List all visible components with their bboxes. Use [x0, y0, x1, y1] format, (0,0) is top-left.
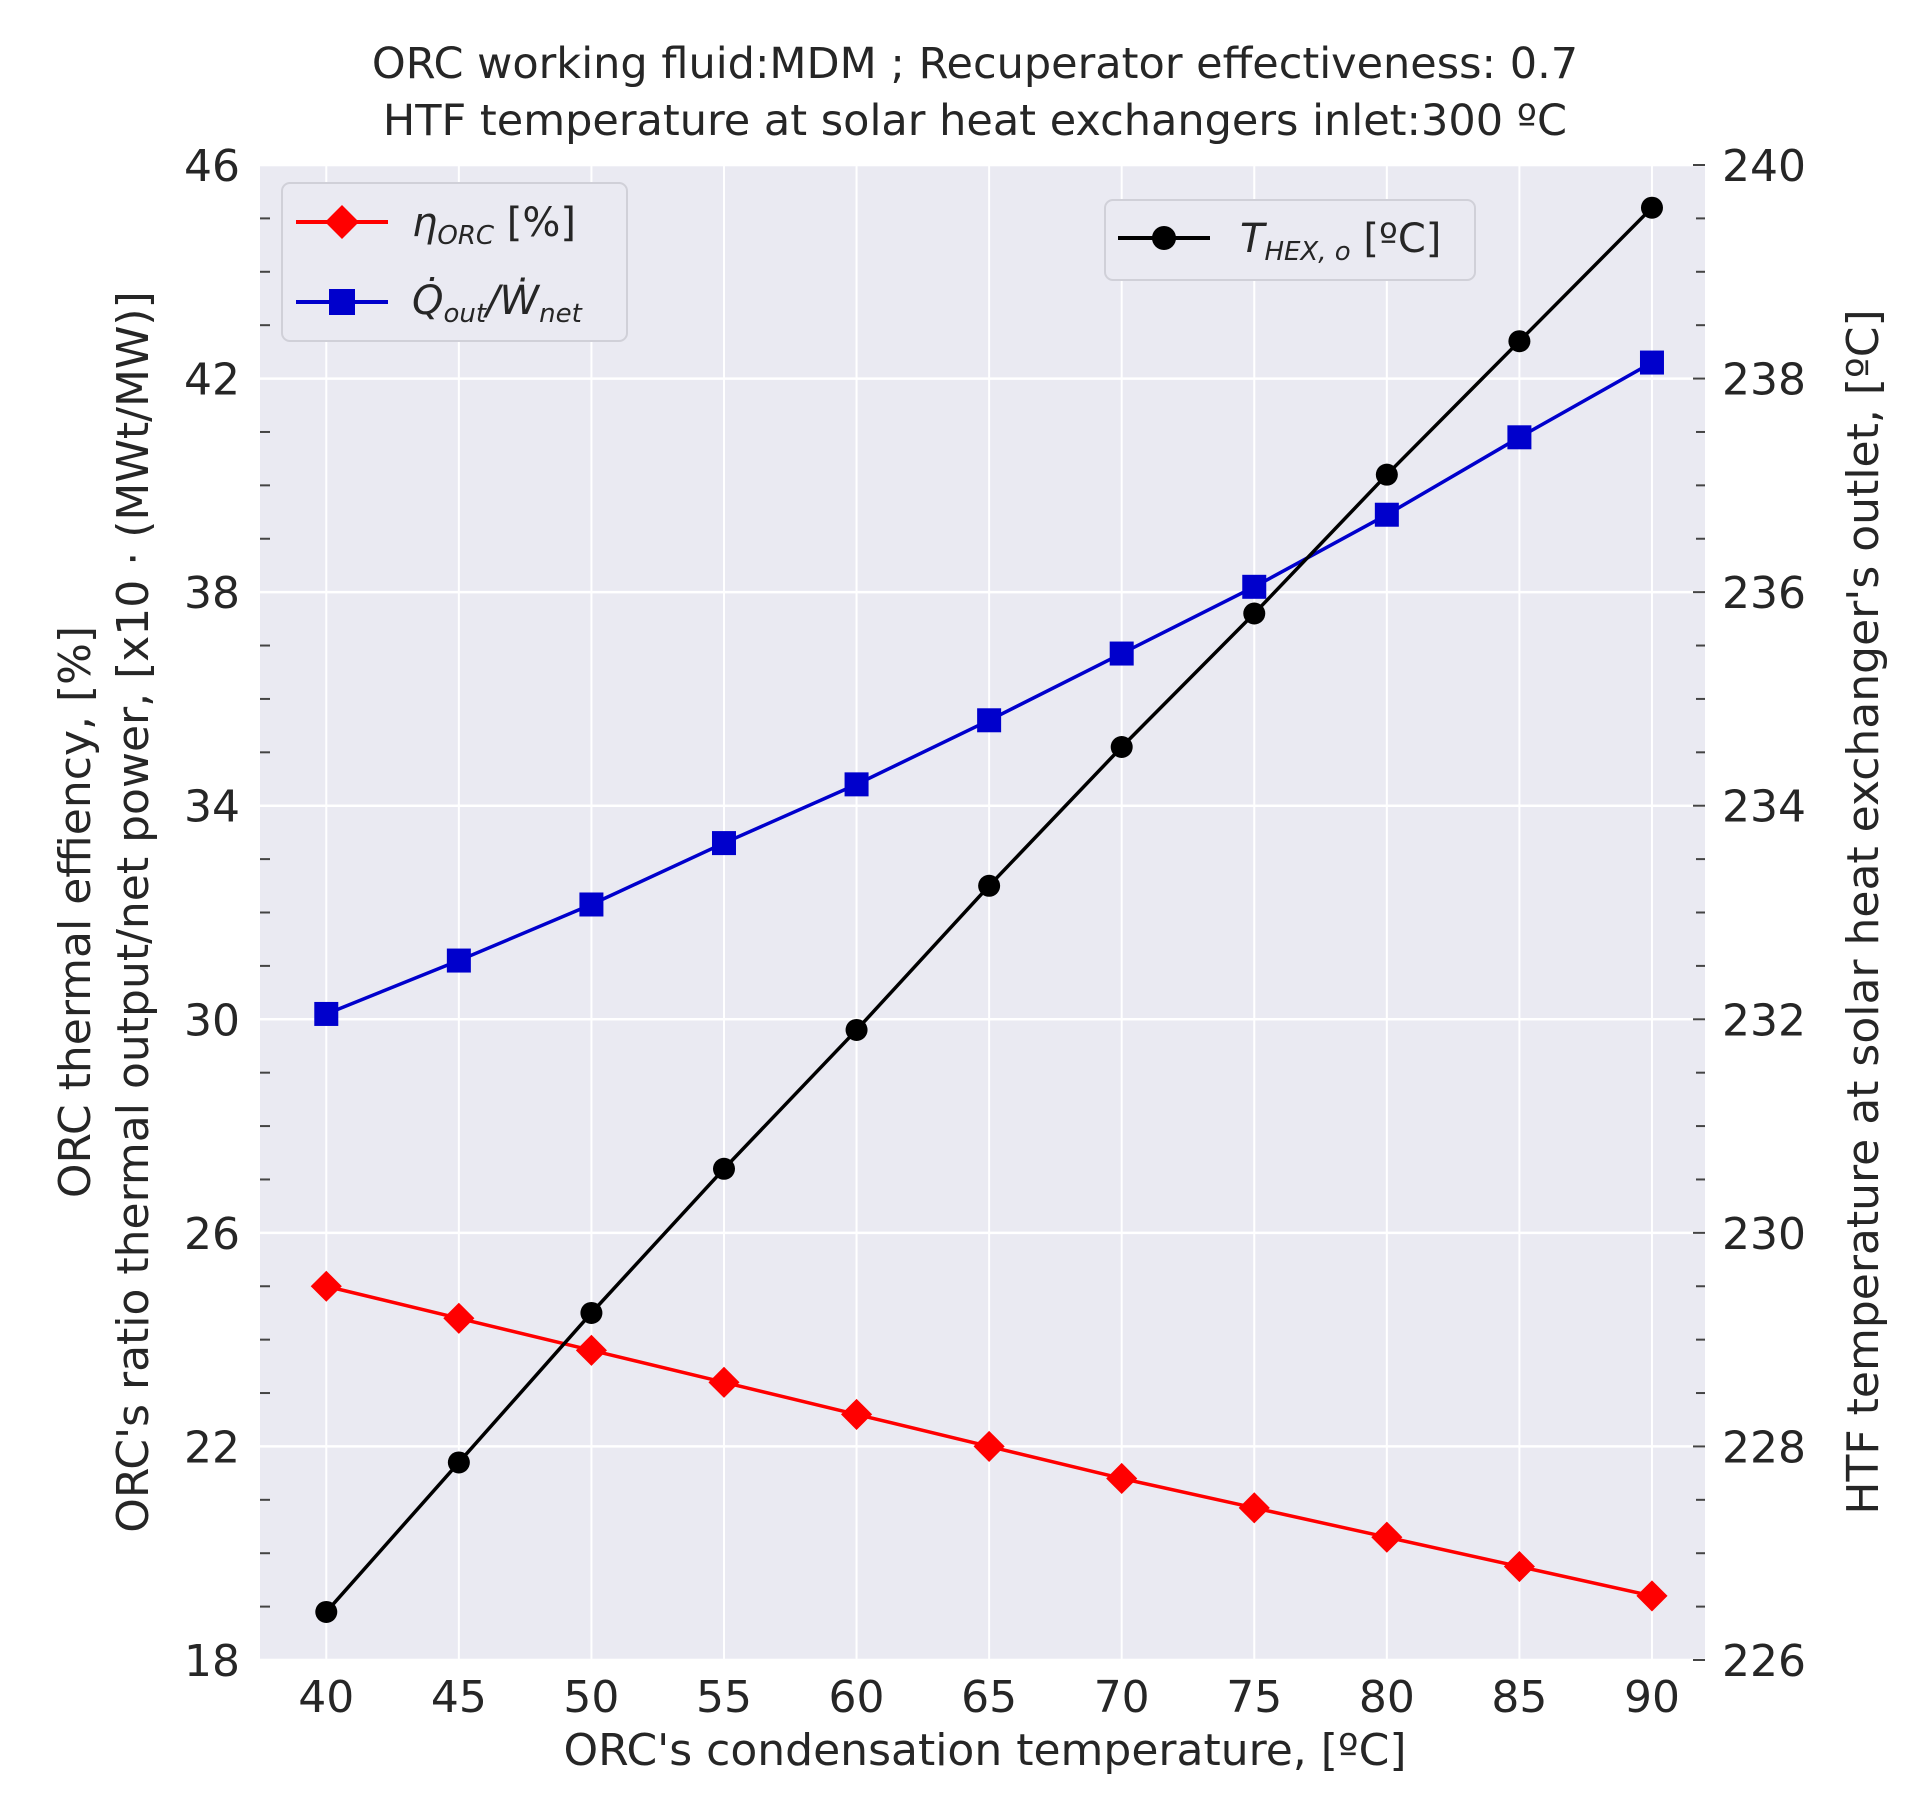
y-axis-left-label-line1: ORC thermal effiency, [%]: [50, 626, 101, 1198]
data-point-square: [844, 772, 869, 797]
data-point-square: [1639, 350, 1664, 375]
x-tick-label: 90: [1624, 1672, 1680, 1723]
legend-right: THEX, o [ºC]: [1104, 199, 1476, 281]
y-left-tick-label: 18: [184, 1636, 240, 1687]
data-point-diamond: [1106, 1462, 1138, 1495]
data-point-diamond: [1371, 1521, 1403, 1553]
x-tick-label: 55: [696, 1672, 752, 1723]
data-point-square: [1109, 641, 1134, 666]
data-point-diamond: [1636, 1580, 1668, 1612]
legend-ratio-mid: /Ẇ: [483, 276, 540, 324]
y-axis-left-label-line2: ORC's ratio thermal output/net power, [x…: [108, 291, 159, 1533]
legend-thex-main: T: [1240, 216, 1268, 262]
data-point-circle: [1508, 330, 1531, 353]
series: [310, 196, 1668, 1623]
data-point-square: [1507, 425, 1532, 450]
x-tick-label: 65: [961, 1672, 1017, 1723]
legend-left: ηORC [%] Q̇out/Ẇnet: [281, 182, 628, 342]
y-left-tick-label: 38: [184, 568, 240, 619]
data-point-circle: [1375, 463, 1398, 486]
plot-area: [260, 165, 1705, 1660]
data-point-circle: [1243, 602, 1266, 625]
data-point-circle: [845, 1018, 868, 1041]
data-point-circle: [447, 1451, 470, 1474]
x-tick-label: 45: [431, 1672, 487, 1723]
legend-eta-marker: [325, 205, 359, 239]
data-point-diamond: [1503, 1551, 1535, 1583]
legend-thex-sub: HEX, o: [1264, 237, 1350, 267]
legend-ratio-sub: out: [443, 299, 486, 329]
data-point-square: [1242, 574, 1267, 599]
data-point-square: [1374, 502, 1399, 527]
data-point-circle: [978, 874, 1001, 897]
legend-eta-label: ηORC [%]: [412, 200, 576, 251]
data-point-circle: [712, 1157, 735, 1180]
data-point-circle: [1110, 735, 1133, 758]
y-left-tick-label: 26: [184, 1209, 240, 1260]
data-point-diamond: [1238, 1492, 1270, 1524]
legend-eta-main: η: [412, 200, 437, 246]
data-point-square: [314, 1001, 339, 1026]
y-left-tick-label: 42: [184, 355, 240, 406]
legend-eta-sub: ORC: [437, 221, 495, 251]
legend-thex-suffix: [ºC]: [1351, 216, 1442, 262]
legend-ratio-marker: [329, 289, 355, 315]
data-point-square: [977, 708, 1002, 733]
legend-right-box: [1104, 199, 1476, 281]
x-axis-label: ORC's condensation temperature, [ºC]: [563, 1725, 1406, 1776]
y-right-tick-label: 234: [1722, 782, 1806, 833]
legend-thex-label: THEX, o [ºC]: [1240, 216, 1441, 267]
x-tick-label: 60: [829, 1672, 885, 1723]
legend-ratio-label: Q̇out/Ẇnet: [412, 276, 583, 329]
data-point-square: [579, 892, 604, 917]
x-tick-label: 75: [1226, 1672, 1282, 1723]
chart-subtitle: HTF temperature at solar heat exchangers…: [383, 96, 1567, 146]
x-tick-label: 40: [298, 1672, 354, 1723]
legend-ratio-sub2: net: [539, 299, 582, 329]
x-tick-label: 50: [563, 1672, 619, 1723]
data-point-diamond: [310, 1270, 342, 1302]
y-right-tick-label: 230: [1722, 1209, 1806, 1260]
data-point-circle: [580, 1301, 603, 1324]
data-point-diamond: [443, 1302, 475, 1334]
data-point-square: [446, 948, 471, 973]
y-right-tick-label: 226: [1722, 1636, 1806, 1687]
x-tick-label: 85: [1491, 1672, 1547, 1723]
y-left-tick-label: 30: [184, 995, 240, 1046]
legend-thex-marker: [1152, 226, 1176, 250]
legend-ratio-main: Q̇: [412, 277, 443, 324]
data-point-square: [711, 831, 736, 856]
y-left-tick-label: 22: [184, 1422, 240, 1473]
y-axis-right-label: HTF temperature at solar heat exchanger'…: [1838, 309, 1889, 1514]
data-point-circle: [315, 1600, 338, 1623]
data-point-circle: [1640, 196, 1663, 219]
y-left-tick-label: 34: [184, 782, 240, 833]
y-right-tick-label: 228: [1722, 1422, 1806, 1473]
y-right-tick-label: 240: [1722, 141, 1806, 192]
y-right-tick-label: 236: [1722, 568, 1806, 619]
x-tick-label: 70: [1094, 1672, 1150, 1723]
x-tick-label: 80: [1359, 1672, 1415, 1723]
legend-eta-suffix: [%]: [494, 200, 576, 246]
y-right-tick-label: 232: [1722, 995, 1806, 1046]
ticks: 40 45 50 55 60 65 70 75 80 85 90 18 22 26 30 34 38 42 46 22…: [184, 141, 1806, 1723]
chart-title: ORC working fluid:MDM ; Recuperator effe…: [372, 39, 1578, 89]
y-right-tick-label: 238: [1722, 355, 1806, 406]
y-left-tick-label: 46: [184, 141, 240, 192]
